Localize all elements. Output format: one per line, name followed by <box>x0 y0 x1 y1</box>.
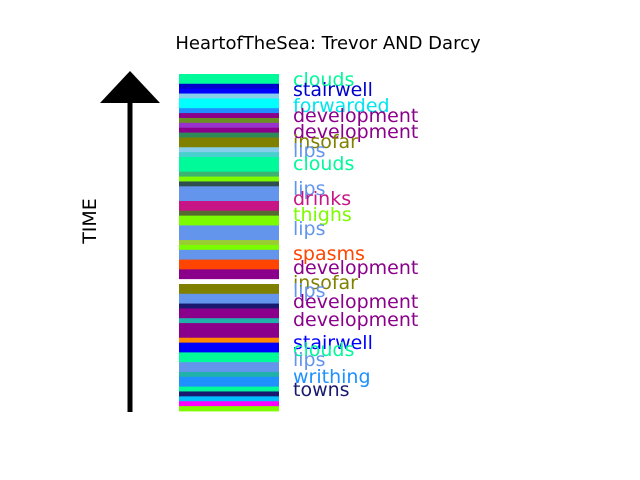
event-label: stairwell <box>293 332 373 354</box>
timeline-segment <box>179 103 279 109</box>
timeline-segment <box>179 225 279 231</box>
timeline-segment <box>179 342 279 348</box>
event-label: insofar <box>293 131 358 153</box>
timeline-segment <box>179 200 279 207</box>
timeline-segment <box>179 142 279 148</box>
event-label: development <box>293 105 418 127</box>
timeline-segment <box>179 88 279 94</box>
timeline-segment <box>179 352 279 358</box>
timeline-segment <box>179 186 279 192</box>
timeline-segment <box>179 93 279 99</box>
timeline-segment <box>179 249 279 256</box>
timeline-segment <box>179 274 279 280</box>
timeline-segment <box>179 181 279 187</box>
timeline-segment <box>179 308 279 314</box>
timeline-segment <box>179 176 279 182</box>
timeline-segment <box>179 205 279 212</box>
timeline-bar <box>179 74 279 412</box>
timeline-segment <box>179 196 279 202</box>
event-label: lips <box>293 280 326 302</box>
event-label: writhing <box>293 366 371 388</box>
event-label: development <box>293 257 418 279</box>
timeline-segment <box>179 313 279 319</box>
timeline-segment <box>179 371 279 378</box>
timeline-segment <box>179 108 279 114</box>
event-label: development <box>293 309 418 331</box>
timeline-segment <box>179 171 279 177</box>
timeline-segment <box>179 147 279 153</box>
timeline-segment <box>179 191 279 197</box>
timeline-segment <box>179 362 279 368</box>
timeline-segment <box>179 391 279 397</box>
timeline-segment <box>179 386 279 392</box>
event-label: stairwell <box>293 79 373 101</box>
event-label: towns <box>293 379 350 401</box>
timeline-segment <box>179 157 279 163</box>
event-label: insofar <box>293 272 358 294</box>
timeline-segment <box>179 367 279 373</box>
event-label: lips <box>293 218 326 240</box>
timeline-segment <box>179 269 279 275</box>
timeline-segment <box>179 401 279 407</box>
timeline-segment <box>179 337 279 344</box>
timeline-segment <box>179 220 279 226</box>
event-label: clouds <box>293 153 354 175</box>
event-label: lips <box>293 178 326 200</box>
timeline-segment <box>179 122 279 129</box>
event-label: development <box>293 291 418 313</box>
timeline-segment <box>179 113 279 119</box>
chart-title: HeartofTheSea: Trevor AND Darcy <box>175 33 481 54</box>
timeline-segment <box>179 127 279 133</box>
timeline-segment <box>179 74 279 80</box>
event-label: lips <box>293 140 326 162</box>
timeline-segment <box>179 78 279 85</box>
timeline-segment <box>179 254 279 260</box>
timeline-segment <box>179 298 279 304</box>
timeline-segment <box>179 244 279 251</box>
timeline-segment <box>179 332 279 339</box>
timeline-segment <box>179 132 279 138</box>
timeline-segment <box>179 166 279 173</box>
timeline-segment <box>179 279 279 285</box>
timeline-segment <box>179 357 279 363</box>
timeline-segment <box>179 259 279 265</box>
timeline-segment <box>179 264 279 270</box>
time-arrow-head <box>100 71 160 103</box>
timeline-segment <box>179 347 279 353</box>
timeline-segment <box>179 284 279 290</box>
timeline-segment <box>179 323 279 329</box>
timeline-segment <box>179 230 279 236</box>
event-label: thighs <box>293 204 352 226</box>
timeline-segment <box>179 288 279 295</box>
timeline-segment <box>179 381 279 387</box>
event-label: lips <box>293 349 326 371</box>
timeline-segment <box>179 83 279 90</box>
event-labels: cloudsstairwellforwardeddevelopmentdevel… <box>293 69 418 401</box>
event-label: spasms <box>293 243 365 265</box>
timeline-segment <box>179 235 279 241</box>
event-label: forwarded <box>293 95 390 117</box>
event-label: clouds <box>293 69 354 91</box>
timeline-segment <box>179 161 279 168</box>
timeline-segment <box>179 210 279 217</box>
timeline-segment <box>179 215 279 221</box>
timeline-segment <box>179 137 279 143</box>
timeline-segment <box>179 240 279 246</box>
timeline-segment <box>179 327 279 334</box>
timeline-segment <box>179 293 279 300</box>
timeline-segment <box>179 318 279 324</box>
event-label: development <box>293 121 418 143</box>
timeline-segment <box>179 98 279 104</box>
event-label: clouds <box>293 339 354 361</box>
timeline-segment <box>179 303 279 309</box>
timeline-segment <box>179 406 279 412</box>
timeline-segment <box>179 376 279 383</box>
timeline-segment <box>179 396 279 402</box>
timeline-segment <box>179 117 279 124</box>
timeline-segment <box>179 152 279 158</box>
y-axis-label: TIME <box>79 198 101 245</box>
event-label: drinks <box>293 188 351 210</box>
